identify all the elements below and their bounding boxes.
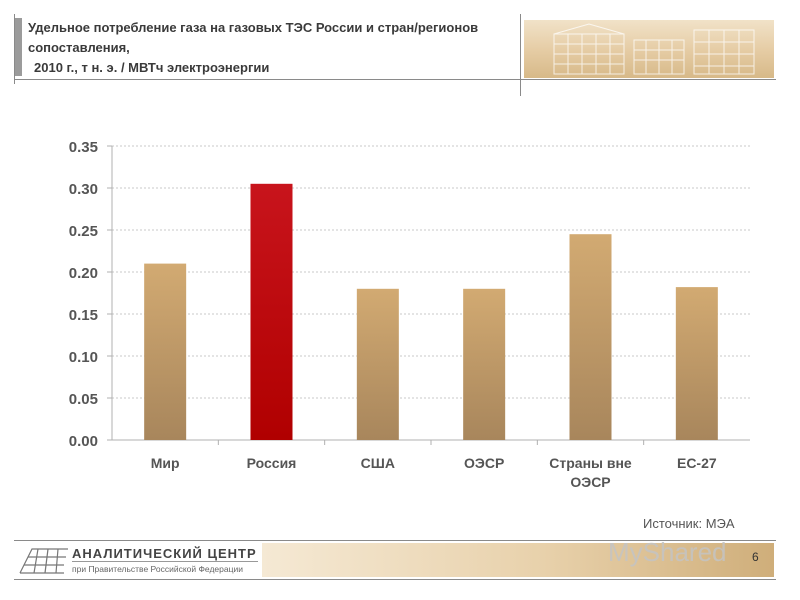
chart-y-axis: 0.00 0.05 0.10 0.15 0.20 0.25 0.30 0.35 [69, 139, 98, 450]
org-subtitle: при Правительстве Российской Федерации [72, 564, 243, 574]
x-tick-label: ОЭСР [570, 474, 610, 490]
bar-5 [569, 234, 612, 440]
chart-x-axis: Мир Россия США ОЭСР Страны вне ОЭСР ЕС-27 [151, 455, 717, 490]
bar-4 [463, 288, 506, 440]
bar-3 [356, 288, 399, 440]
title-line-1: Удельное потребление газа на газовых ТЭС… [28, 20, 479, 35]
bar-6 [675, 287, 718, 440]
slide-title: Удельное потребление газа на газовых ТЭС… [28, 18, 508, 78]
header-divider-middle [520, 14, 521, 96]
x-tick-label: Мир [151, 455, 180, 471]
y-tick-label: 0.05 [69, 391, 98, 408]
building-banner-image [524, 20, 774, 78]
header-underline [14, 79, 776, 80]
title-line-3: 2010 г., т н. э. / МВТч электроэнергии [34, 60, 270, 75]
bar-2 [250, 183, 293, 441]
title-accent-bar [14, 18, 22, 76]
chart-bars [144, 183, 718, 441]
page-number: 6 [752, 550, 759, 564]
chart-grid [107, 145, 750, 445]
bar-chart: 0.00 0.05 0.10 0.15 0.20 0.25 0.30 0.35 Мир Росс… [0, 120, 800, 500]
building-illustration-icon [553, 23, 755, 75]
y-tick-label: 0.00 [69, 433, 98, 450]
header-divider-left [14, 14, 15, 84]
org-name: АНАЛИТИЧЕСКИЙ ЦЕНТР [72, 546, 257, 561]
y-tick-label: 0.20 [69, 265, 98, 282]
bar-1 [144, 263, 187, 440]
x-tick-label: Россия [247, 455, 297, 471]
y-tick-label: 0.10 [69, 349, 98, 366]
y-tick-label: 0.30 [69, 181, 98, 198]
building-logo-icon [19, 548, 68, 574]
x-tick-label: ЕС-27 [677, 455, 717, 471]
y-tick-label: 0.15 [69, 307, 98, 324]
watermark: MyShared [608, 537, 727, 567]
x-tick-label: ОЭСР [464, 455, 504, 471]
footer-bottom-line [14, 579, 776, 580]
footer-decor-strip [262, 543, 774, 577]
y-tick-label: 0.35 [69, 139, 98, 156]
x-tick-label: США [361, 455, 395, 471]
chart-canvas: 0.00 0.05 0.10 0.15 0.20 0.25 0.30 0.35 Мир Росс… [69, 139, 750, 490]
source-note: Источник: МЭА [643, 516, 735, 531]
slide-header: Удельное потребление газа на газовых ТЭС… [0, 0, 800, 100]
title-line-2: сопоставления, [28, 40, 130, 55]
y-tick-label: 0.25 [69, 223, 98, 240]
logo-separator [72, 561, 258, 562]
footer-top-line [14, 540, 776, 541]
x-tick-label: Страны вне [549, 455, 632, 471]
